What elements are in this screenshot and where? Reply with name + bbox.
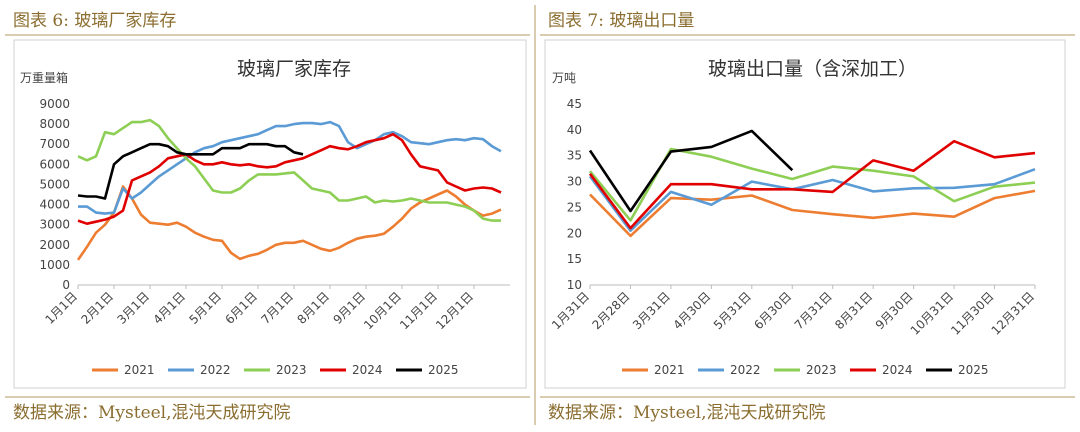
legend-label: 2024	[352, 363, 383, 377]
legend-label: 2025	[958, 363, 989, 377]
y-tick-label: 7000	[39, 137, 70, 151]
x-tick-label: 3月1日	[114, 289, 152, 327]
figure-label: 图表 7: 玻璃出口量	[548, 11, 694, 31]
series-line	[78, 120, 502, 215]
x-tick-label: 12月31日	[989, 289, 1037, 337]
y-tick-label: 9000	[39, 97, 70, 111]
legend-label: 2022	[200, 363, 231, 377]
x-tick-label: 5月31日	[711, 289, 754, 332]
x-tick-label: 10月31日	[908, 289, 956, 337]
figure-label: 图表 6: 玻璃厂家库存	[13, 11, 176, 31]
y-tick-label: 2000	[39, 238, 70, 252]
x-tick-label: 6月1日	[222, 289, 260, 327]
x-tick-label: 11月1日	[397, 289, 440, 332]
chart-title: 玻璃出口量（含深加工）	[708, 58, 917, 80]
x-tick-label: 12月1日	[433, 289, 476, 332]
legend-label: 2021	[654, 363, 685, 377]
x-tick-label: 6月30日	[751, 289, 794, 332]
source: 数据来源：Mysteel,混沌天成研究院	[13, 403, 291, 423]
y-tick-label: 3000	[39, 218, 70, 232]
chart-frame	[544, 39, 1066, 389]
series-line	[588, 139, 1036, 230]
y-tick-label: 8000	[39, 117, 70, 131]
y-tick-label: 40	[567, 123, 582, 137]
x-tick-label: 7月31日	[792, 289, 835, 332]
chart-frame	[13, 39, 527, 389]
y-tick-label: 6000	[39, 157, 70, 171]
y-tick-label: 45	[567, 97, 582, 111]
y-tick-label: 10	[567, 278, 582, 292]
x-tick-label: 1月31日	[549, 289, 592, 332]
y-axis-label: 万重量箱	[20, 70, 68, 85]
series-line	[588, 167, 1036, 232]
legend-label: 2023	[276, 363, 307, 377]
legend-label: 2025	[428, 363, 459, 377]
x-tick-label: 8月31日	[832, 289, 875, 332]
x-tick-label: 4月30日	[670, 289, 713, 332]
x-tick-label: 1月1日	[42, 289, 80, 327]
y-tick-label: 20	[567, 226, 582, 240]
x-tick-label: 3月31日	[630, 289, 673, 332]
legend-label: 2024	[882, 363, 913, 377]
y-tick-label: 25	[567, 200, 582, 214]
x-tick-label: 2月28日	[590, 289, 633, 332]
x-tick-label: 4月1日	[150, 289, 188, 327]
legend-label: 2022	[730, 363, 761, 377]
source: 数据来源：Mysteel,混沌天成研究院	[548, 403, 826, 423]
series-line	[589, 189, 1036, 238]
series-line	[77, 142, 304, 200]
series-line	[76, 185, 502, 261]
y-axis-label: 万吨	[552, 71, 576, 85]
y-tick-label: 4000	[39, 198, 70, 212]
x-tick-label: 7月1日	[258, 289, 296, 327]
legend-label: 2021	[124, 363, 155, 377]
y-tick-label: 35	[567, 149, 582, 163]
series-line	[77, 132, 502, 225]
y-tick-label: 30	[567, 175, 582, 189]
series-line	[77, 118, 501, 222]
y-tick-label: 5000	[39, 177, 70, 191]
x-tick-label: 11月30日	[948, 289, 996, 337]
y-tick-label: 0	[62, 278, 70, 292]
y-tick-label: 15	[567, 252, 582, 266]
x-tick-label: 10月1日	[361, 289, 404, 332]
chart-title: 玻璃厂家库存	[237, 58, 351, 80]
series-line	[588, 129, 794, 213]
legend-label: 2023	[806, 363, 837, 377]
y-tick-label: 1000	[39, 258, 70, 272]
x-tick-label: 8月1日	[294, 289, 332, 327]
x-tick-label: 5月1日	[186, 289, 224, 327]
x-tick-label: 2月1日	[78, 289, 116, 327]
